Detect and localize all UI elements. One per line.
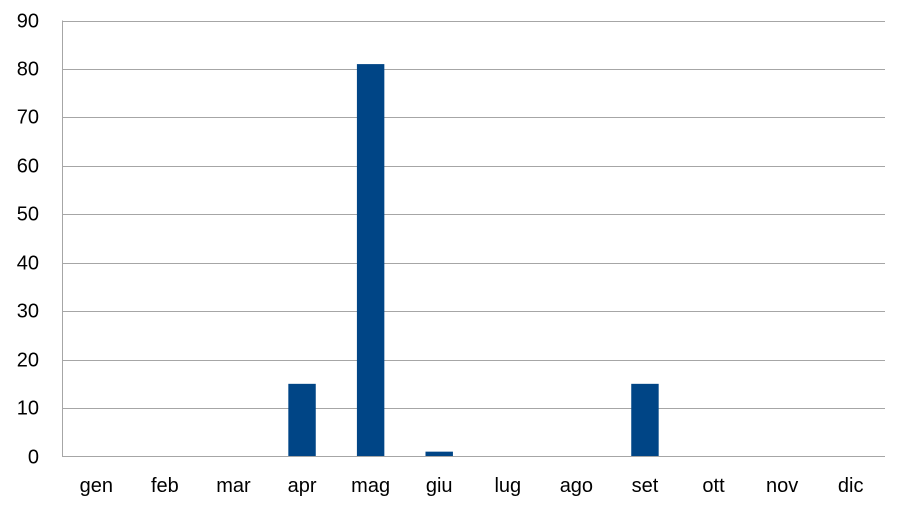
y-tick-label-0: 0 (28, 447, 39, 469)
bar-giu (425, 451, 453, 457)
y-tick-label-70: 70 (17, 107, 39, 129)
x-tick-label-feb: feb (151, 475, 179, 497)
x-tick-label-lug: lug (494, 475, 521, 497)
y-tick-label-80: 80 (17, 59, 39, 81)
y-tick-label-30: 30 (17, 301, 39, 323)
x-tick-label-gen: gen (80, 475, 113, 497)
x-axis-tick-labels: gen feb mar apr mag giu lug ago set ott nov dic (80, 475, 864, 497)
x-tick-label-mag: mag (351, 475, 390, 497)
x-tick-label-giu: giu (426, 475, 453, 497)
bar-apr (288, 383, 316, 457)
x-tick-label-mar: mar (216, 475, 251, 497)
x-tick-label-set: set (632, 475, 659, 497)
bar-mag (356, 64, 385, 457)
y-tick-label-50: 50 (17, 204, 39, 226)
y-tick-label-40: 40 (17, 253, 39, 275)
y-tick-label-60: 60 (17, 156, 39, 178)
x-tick-label-ott: ott (702, 475, 725, 497)
y-tick-label-20: 20 (17, 350, 39, 372)
y-tick-label-10: 10 (17, 398, 39, 420)
x-tick-label-nov: nov (766, 475, 798, 497)
x-tick-label-dic: dic (838, 475, 864, 497)
y-tick-label-90: 90 (17, 11, 39, 33)
axes (62, 20, 885, 457)
bar-set (631, 383, 659, 457)
x-tick-label-apr: apr (288, 475, 317, 497)
gridlines (62, 21, 885, 409)
bars (288, 64, 659, 457)
y-axis-tick-labels: 0 10 20 30 40 50 60 70 80 90 (17, 11, 39, 469)
x-tick-label-ago: ago (560, 475, 593, 497)
